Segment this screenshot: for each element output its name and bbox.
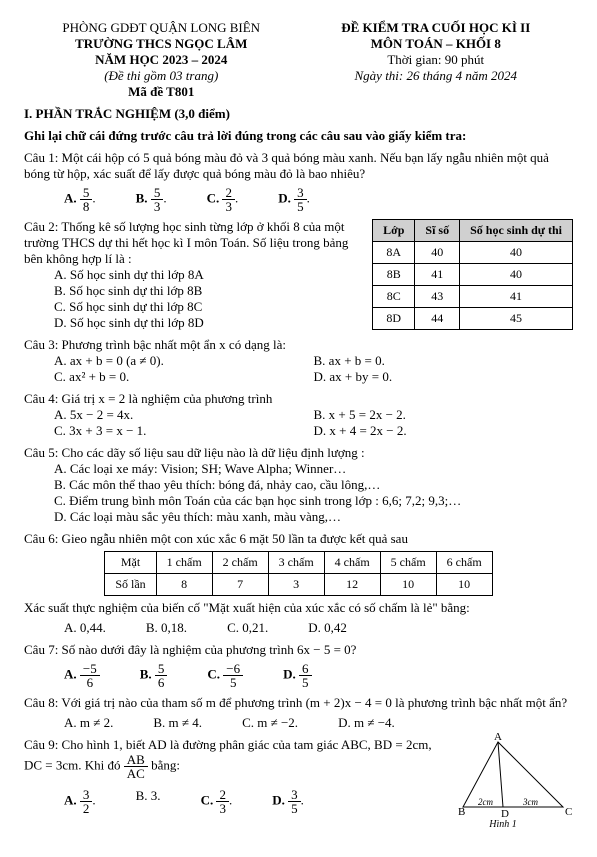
q1-options: A. 58. B. 53. C. 23. D. 35.: [64, 186, 573, 213]
q1-opt-b: B. 53.: [136, 186, 167, 213]
svg-text:3cm: 3cm: [522, 797, 538, 807]
q2-opt-a: A. Số học sinh dự thi lớp 8A: [54, 267, 360, 283]
question-1: Câu 1: Một cái hộp có 5 quả bóng màu đỏ …: [24, 150, 573, 213]
header-right: ĐỀ KIỂM TRA CUỐI HỌC KÌ II MÔN TOÁN – KH…: [299, 20, 574, 100]
q6-text: Câu 6: Gieo ngẫu nhiên một con xúc xắc 6…: [24, 531, 573, 547]
school-name: TRƯỜNG THCS NGỌC LÂM: [24, 36, 299, 52]
q8-opt-a: A. m ≠ 2.: [64, 715, 113, 731]
exam-title: ĐỀ KIỂM TRA CUỐI HỌC KÌ II: [299, 20, 574, 36]
q6-opt-b: B. 0,18.: [146, 620, 187, 636]
q8-opt-b: B. m ≠ 4.: [153, 715, 202, 731]
subject: MÔN TOÁN – KHỐI 8: [299, 36, 574, 52]
triangle-icon: A B C D 2cm 3cm Hình 1: [453, 737, 573, 827]
q7-opt-d: D. 65: [283, 662, 311, 689]
svg-text:A: A: [494, 731, 502, 743]
instruction: Ghi lại chữ cái đứng trước câu trả lời đ…: [24, 128, 573, 144]
section-title: I. PHẦN TRẮC NGHIỆM (3,0 điểm): [24, 106, 573, 122]
q1-opt-a: A. 58.: [64, 186, 96, 213]
question-4: Câu 4: Giá trị x = 2 là nghiệm của phươn…: [24, 391, 573, 439]
q5-opt-a: A. Các loại xe máy: Vision; SH; Wave Alp…: [54, 461, 573, 477]
q9-opt-b: B. 3.: [136, 788, 161, 815]
q3-opt-c: C. ax² + b = 0.: [54, 369, 314, 385]
org-line: PHÒNG GDĐT QUẬN LONG BIÊN: [24, 20, 299, 36]
q4-text: Câu 4: Giá trị x = 2 là nghiệm của phươn…: [24, 391, 573, 407]
q2-opt-b: B. Số học sinh dự thi lớp 8B: [54, 283, 360, 299]
q5-opt-c: C. Điểm trung bình môn Toán của các bạn …: [54, 493, 573, 509]
q1-opt-d: D. 35.: [278, 186, 310, 213]
q7-opt-c: C. −65: [207, 662, 243, 689]
q8-text: Câu 8: Với giá trị nào của tham số m để …: [24, 695, 573, 711]
pages: (Đề thi gồm 03 trang): [24, 68, 299, 84]
q2-text: Câu 2: Thống kê số lượng học sinh từng l…: [24, 219, 360, 267]
q2-opt-d: D. Số học sinh dự thi lớp 8D: [54, 315, 360, 331]
question-9: Câu 9: Cho hình 1, biết AD là đường phân…: [24, 737, 573, 831]
exam-date: Ngày thi: 26 tháng 4 năm 2024: [299, 68, 574, 84]
header: PHÒNG GDĐT QUẬN LONG BIÊN TRƯỜNG THCS NG…: [24, 20, 573, 100]
q6-table: Mặt1 chấm2 chấm3 chấm4 chấm5 chấm6 chấm …: [104, 551, 492, 596]
q6-opt-a: A. 0,44.: [64, 620, 106, 636]
question-5: Câu 5: Cho các dãy số liệu sau dữ liệu n…: [24, 445, 573, 525]
q1-text: Câu 1: Một cái hộp có 5 quả bóng màu đỏ …: [24, 150, 573, 182]
q3-text: Câu 3: Phương trình bậc nhất một ẩn x có…: [24, 337, 573, 353]
q6-opt-c: C. 0,21.: [227, 620, 268, 636]
q5-opt-b: B. Các môn thể thao yêu thích: bóng đá, …: [54, 477, 573, 493]
question-6: Câu 6: Gieo ngẫu nhiên một con xúc xắc 6…: [24, 531, 573, 636]
q6-options: A. 0,44. B. 0,18. C. 0,21. D. 0,42: [64, 620, 573, 636]
q9-figure: A B C D 2cm 3cm Hình 1: [453, 737, 573, 831]
q5-text: Câu 5: Cho các dãy số liệu sau dữ liệu n…: [24, 445, 573, 461]
q9-line1: Câu 9: Cho hình 1, biết AD là đường phân…: [24, 737, 441, 753]
header-left: PHÒNG GDĐT QUẬN LONG BIÊN TRƯỜNG THCS NG…: [24, 20, 299, 100]
q9-options: A. 32. B. 3. C. 23. D. 35.: [64, 788, 441, 815]
q4-opt-d: D. x + 4 = 2x − 2.: [314, 423, 574, 439]
svg-text:B: B: [458, 806, 465, 818]
q2-table: LớpSĩ sốSố học sinh dự thi 8A4040 8B4140…: [372, 219, 573, 330]
svg-text:C: C: [565, 806, 572, 818]
q2-opt-c: C. Số học sinh dự thi lớp 8C: [54, 299, 360, 315]
q7-opt-a: A. −56: [64, 662, 100, 689]
q3-opt-d: D. ax + by = 0.: [314, 369, 574, 385]
duration: Thời gian: 90 phút: [299, 52, 574, 68]
q5-opt-d: D. Các loại màu sắc yêu thích: màu xanh,…: [54, 509, 573, 525]
q7-text: Câu 7: Số nào dưới đây là nghiệm của phư…: [24, 642, 573, 658]
q9-line2: DC = 3cm. Khi đó ABAC bằng:: [24, 753, 441, 780]
q1-opt-c: C. 23.: [207, 186, 239, 213]
q3-opt-b: B. ax + b = 0.: [314, 353, 574, 369]
q3-opt-a: A. ax + b = 0 (a ≠ 0).: [54, 353, 314, 369]
q8-opt-c: C. m ≠ −2.: [242, 715, 298, 731]
question-7: Câu 7: Số nào dưới đây là nghiệm của phư…: [24, 642, 573, 689]
q4-opt-b: B. x + 5 = 2x − 2.: [314, 407, 574, 423]
question-8: Câu 8: Với giá trị nào của tham số m để …: [24, 695, 573, 731]
year: NĂM HỌC 2023 – 2024: [24, 52, 299, 68]
q7-opt-b: B. 56: [140, 662, 168, 689]
q4-opt-c: C. 3x + 3 = x − 1.: [54, 423, 314, 439]
q7-options: A. −56 B. 56 C. −65 D. 65: [64, 662, 573, 689]
svg-text:2cm: 2cm: [478, 797, 493, 807]
q6-text2: Xác suất thực nghiệm của biến cố "Mặt xu…: [24, 600, 573, 616]
svg-text:Hình 1: Hình 1: [488, 819, 517, 830]
question-2: Câu 2: Thống kê số lượng học sinh từng l…: [24, 219, 573, 331]
exam-code: Mã đề T801: [24, 84, 299, 100]
q8-opt-d: D. m ≠ −4.: [338, 715, 395, 731]
q9-opt-a: A. 32.: [64, 788, 96, 815]
q4-opt-a: A. 5x − 2 = 4x.: [54, 407, 314, 423]
q8-options: A. m ≠ 2. B. m ≠ 4. C. m ≠ −2. D. m ≠ −4…: [64, 715, 573, 731]
q9-opt-c: C. 23.: [201, 788, 233, 815]
question-3: Câu 3: Phương trình bậc nhất một ẩn x có…: [24, 337, 573, 385]
q9-opt-d: D. 35.: [272, 788, 304, 815]
q6-opt-d: D. 0,42: [308, 620, 347, 636]
